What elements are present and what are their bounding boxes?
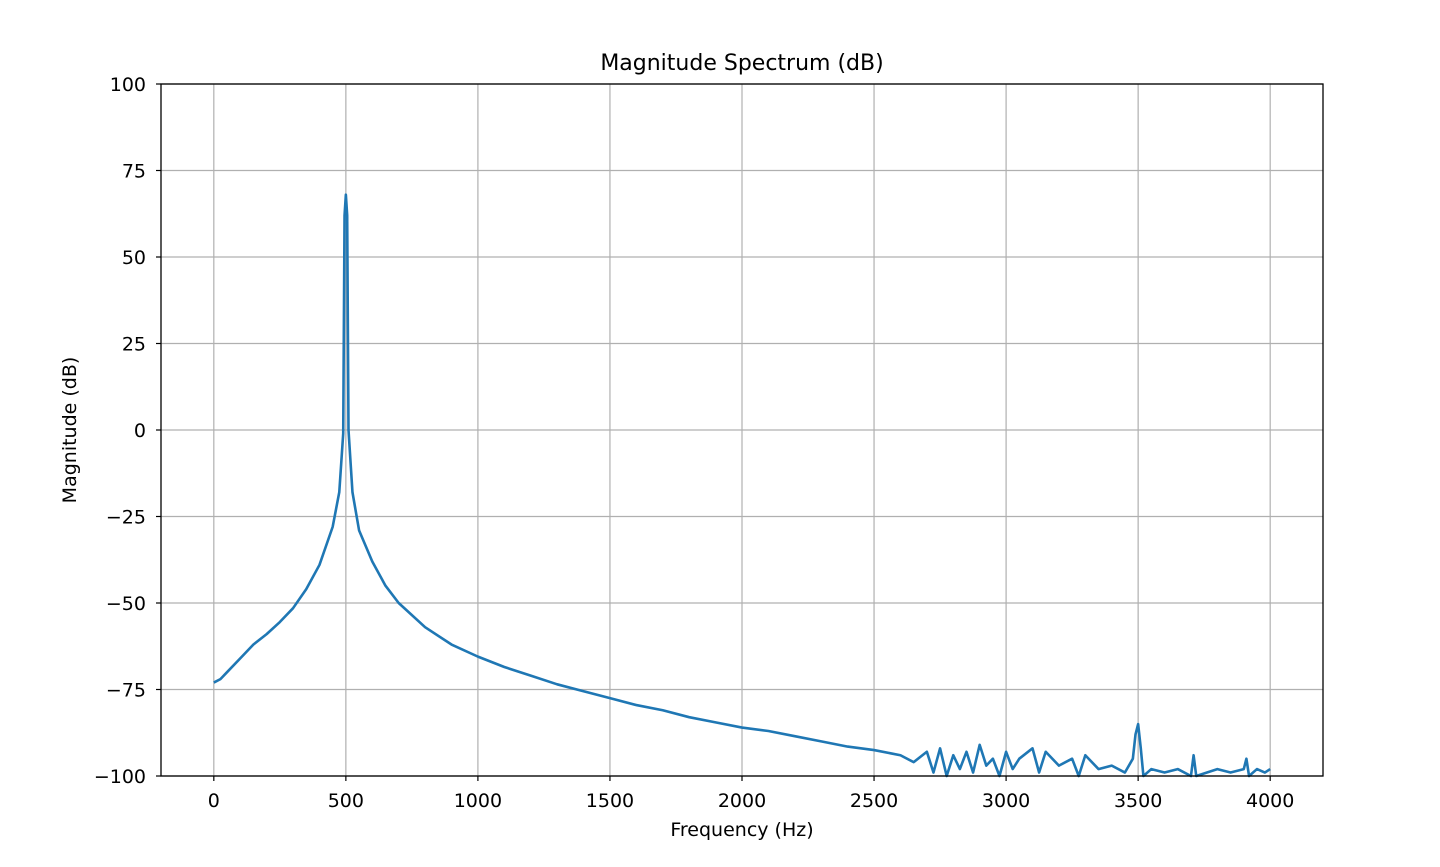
y-tick-label: −75 xyxy=(106,680,146,702)
plot-data xyxy=(213,193,1271,778)
y-tick-label: −50 xyxy=(106,593,146,615)
x-tick-label: 1000 xyxy=(454,790,502,812)
x-tick-label: 3000 xyxy=(982,790,1030,812)
x-tick-label: 3500 xyxy=(1114,790,1162,812)
x-tick-label: 2000 xyxy=(718,790,766,812)
chart-title: Magnitude Spectrum (dB) xyxy=(600,51,883,76)
y-tick-label: −25 xyxy=(106,507,146,529)
y-tick-label: 0 xyxy=(134,420,146,442)
x-axis-label: Frequency (Hz) xyxy=(670,819,813,841)
y-tick-label: 25 xyxy=(122,334,146,356)
x-tick-label: 4000 xyxy=(1246,790,1294,812)
x-tick-label: 0 xyxy=(208,790,220,812)
y-tick-label: 50 xyxy=(122,247,146,269)
data-line xyxy=(213,193,1271,778)
y-axis-label: Magnitude (dB) xyxy=(59,357,81,504)
x-tick-label: 500 xyxy=(328,790,364,812)
y-tick-label: 75 xyxy=(122,161,146,183)
x-tick-label: 2500 xyxy=(850,790,898,812)
y-tick-label: 100 xyxy=(110,74,146,96)
y-tick-label: −100 xyxy=(94,766,146,788)
x-tick-label: 1500 xyxy=(586,790,634,812)
